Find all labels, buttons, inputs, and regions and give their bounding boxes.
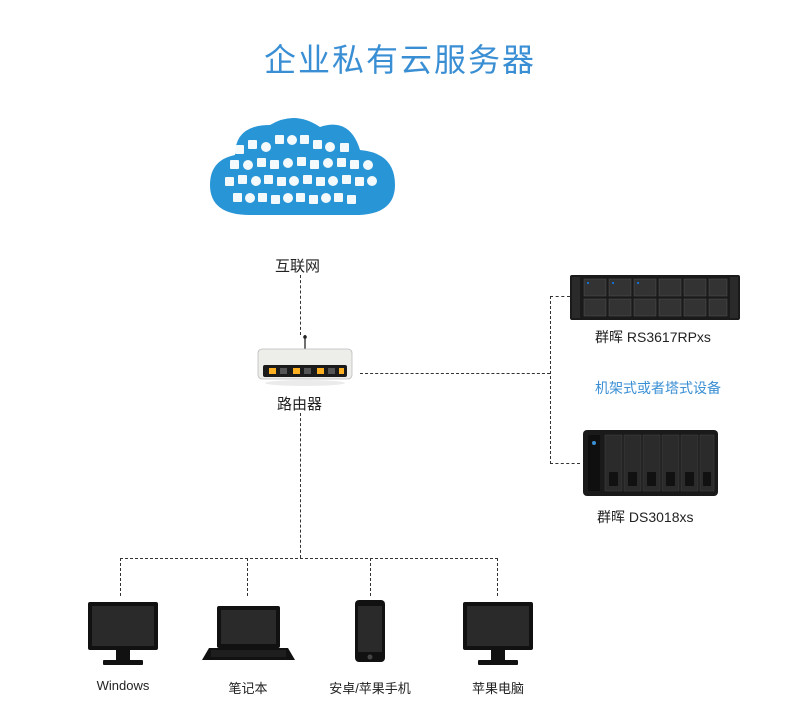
connector-to-phone <box>370 558 371 596</box>
connector-servers-v <box>550 296 551 464</box>
rack-server-label: 群晖 RS3617RPxs <box>595 327 711 347</box>
connector-router-clients-v <box>300 413 301 558</box>
connector-cloud-router <box>300 275 301 335</box>
device-mac: 苹果电脑 <box>448 598 548 697</box>
connector-router-servers-h <box>360 373 550 374</box>
connector-to-laptop <box>247 558 248 596</box>
cloud-icon <box>200 105 400 245</box>
connector-to-mac <box>497 558 498 596</box>
router-icon <box>255 335 355 385</box>
device-phone: 安卓/苹果手机 <box>315 598 425 697</box>
device-windows-label: Windows <box>73 678 173 693</box>
device-windows: Windows <box>73 598 173 693</box>
tower-server-label: 群晖 DS3018xs <box>597 507 693 527</box>
cloud-label: 互联网 <box>275 255 320 276</box>
page-title: 企业私有云服务器 <box>264 35 536 81</box>
device-laptop-label: 笔记本 <box>198 678 298 697</box>
device-phone-label: 安卓/苹果手机 <box>315 678 425 697</box>
router-label: 路由器 <box>277 393 322 414</box>
connector-clients-h <box>120 558 498 559</box>
tower-server-icon <box>583 427 718 499</box>
device-mac-label: 苹果电脑 <box>448 678 548 697</box>
rack-server-icon <box>570 275 740 320</box>
connector-to-windows <box>120 558 121 596</box>
connector-to-tower <box>550 463 580 464</box>
server-type-note: 机架式或者塔式设备 <box>595 378 721 398</box>
connector-to-rack <box>550 296 570 297</box>
device-laptop: 笔记本 <box>198 598 298 697</box>
